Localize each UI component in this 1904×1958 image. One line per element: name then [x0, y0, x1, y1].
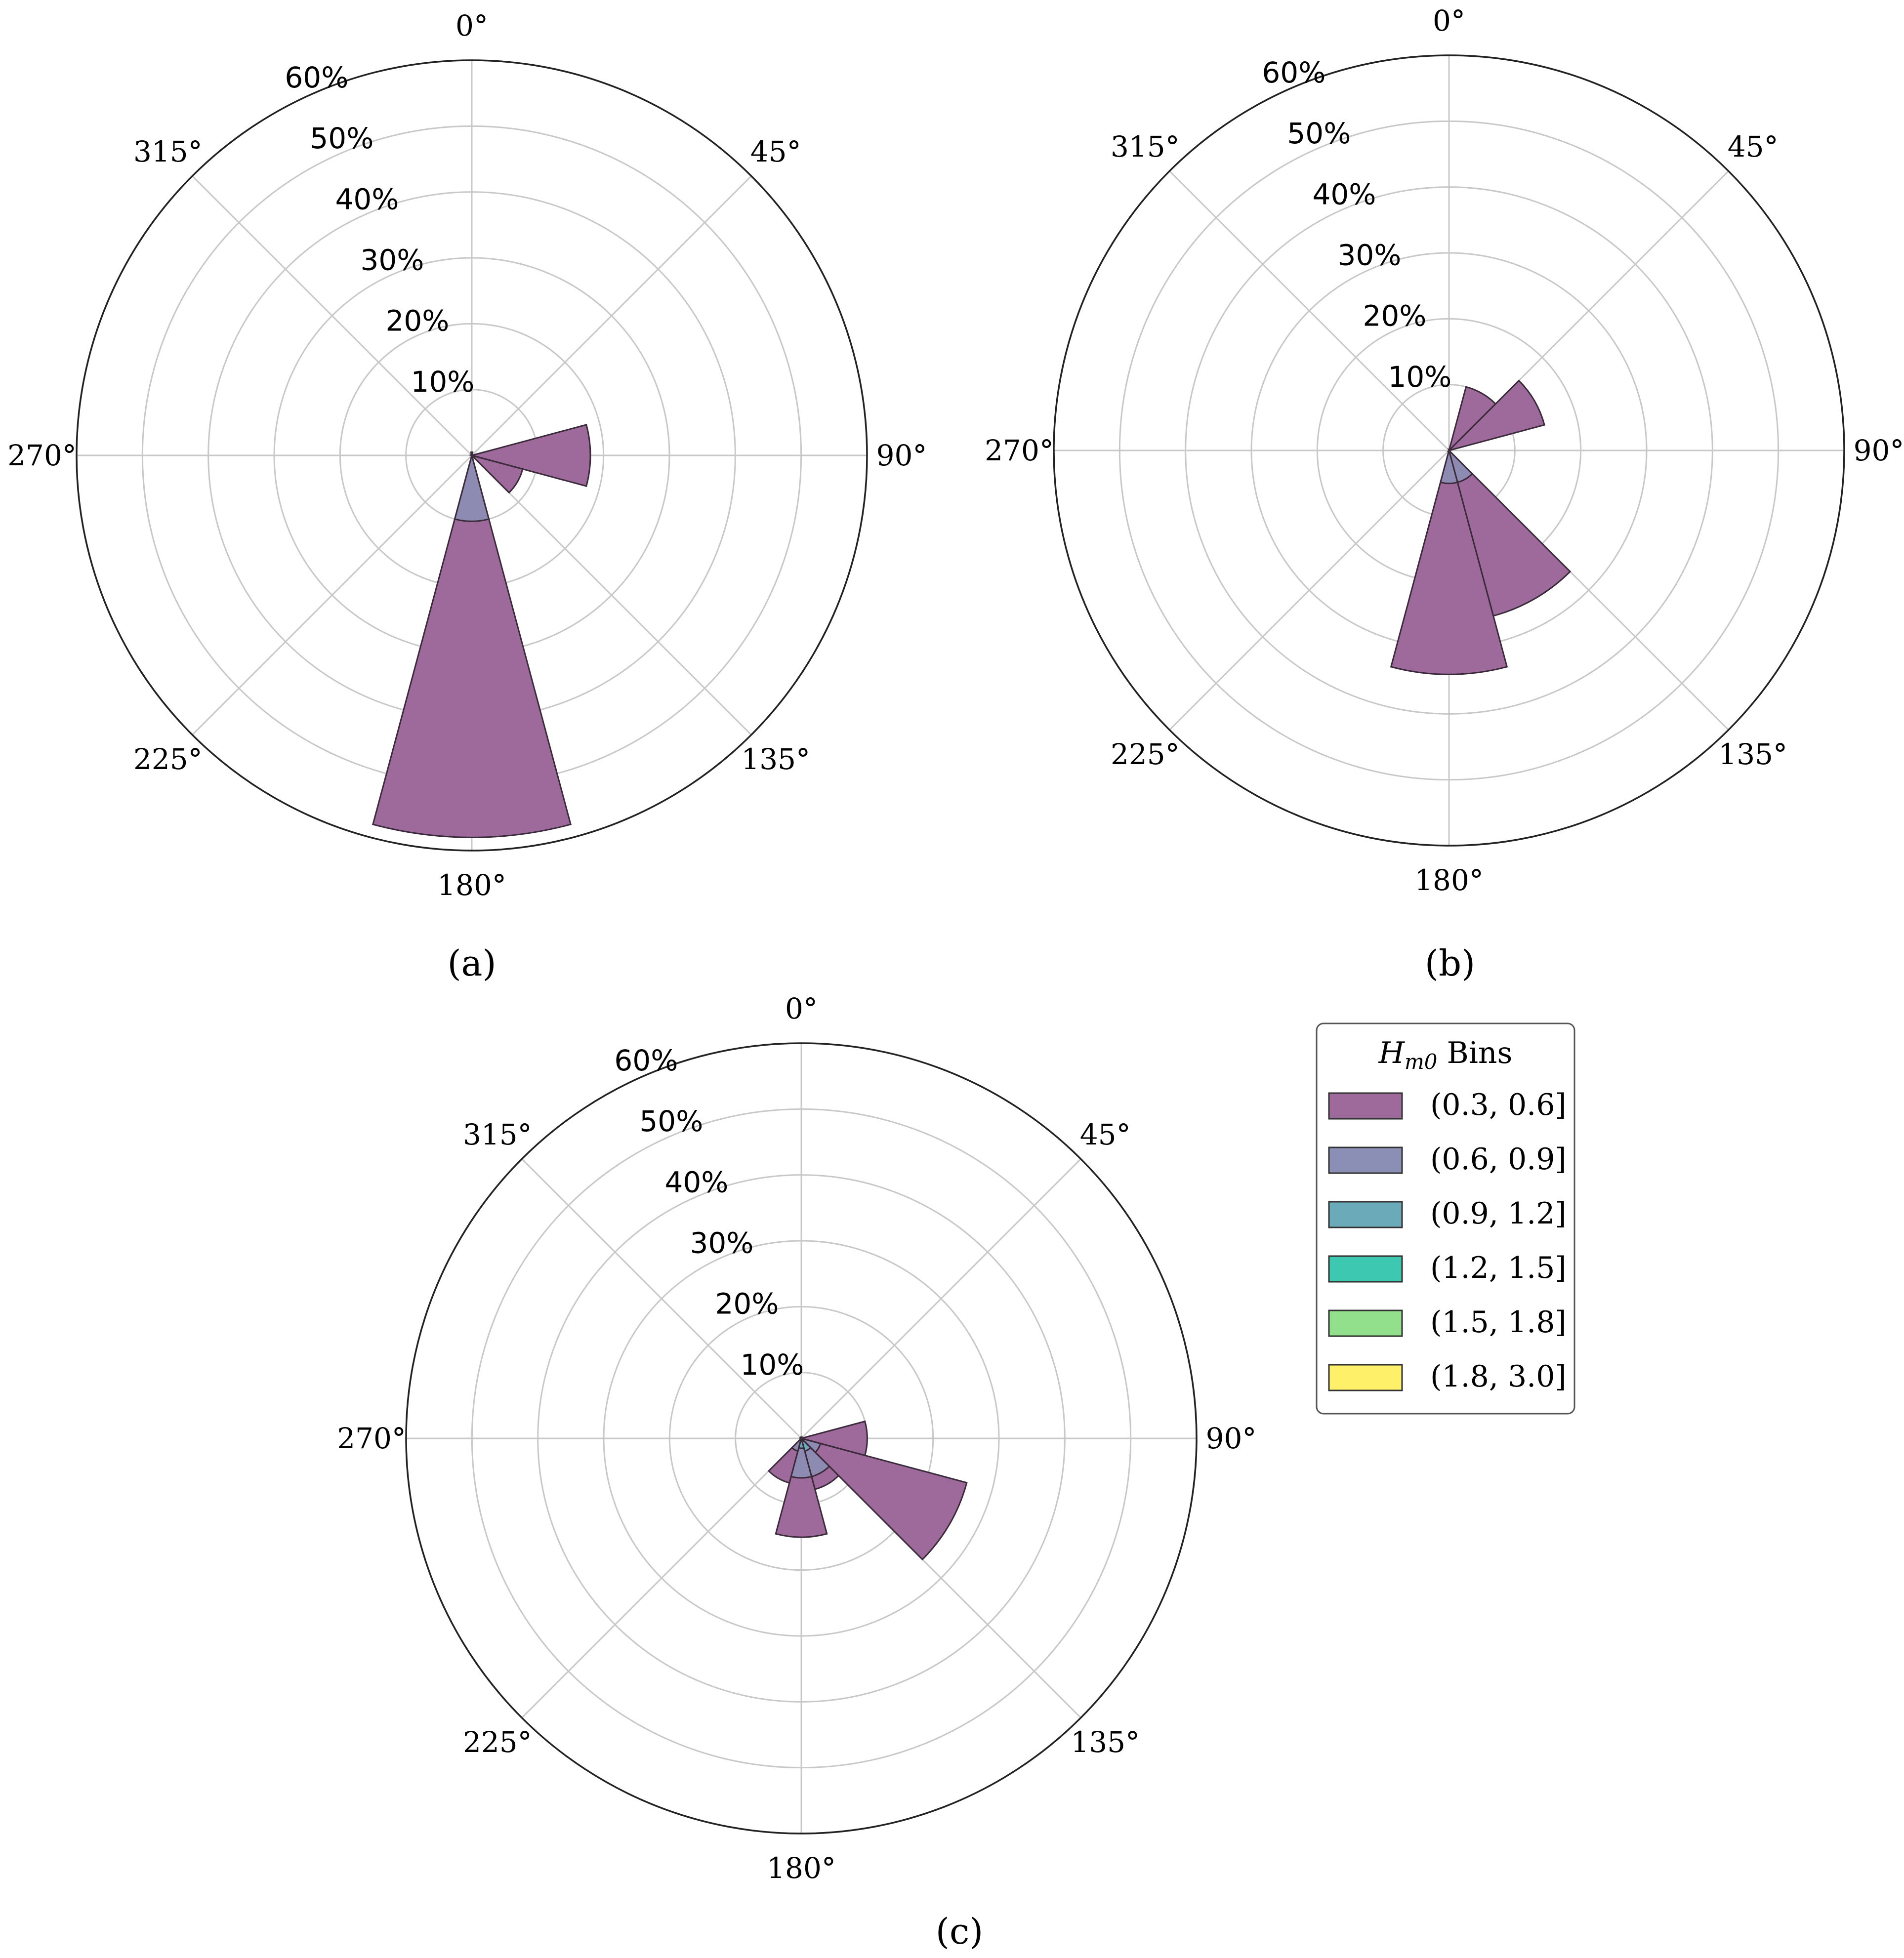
legend-label-2: (0.9, 1.2] — [1430, 1196, 1567, 1231]
r-tick-a-3: 40% — [335, 182, 399, 216]
panel-label-b: (b) — [1425, 942, 1475, 984]
legend-label-1: (0.6, 0.9] — [1430, 1142, 1567, 1177]
legend-swatch-4 — [1328, 1309, 1403, 1337]
legend: Hm0 Bins (0.3, 0.6](0.6, 0.9](0.9, 1.2](… — [1316, 1022, 1575, 1415]
r-tick-b-1: 20% — [1363, 299, 1426, 333]
sector-a-s0-2 — [469, 454, 524, 494]
angle-tick-b-3: 135° — [1718, 737, 1787, 771]
angle-tick-c-7: 315° — [463, 1118, 532, 1151]
panel-label-a: (a) — [447, 942, 496, 984]
angle-tick-a-2: 90° — [876, 439, 927, 472]
r-tick-a-5: 60% — [285, 61, 348, 94]
angle-tick-a-1: 45° — [750, 135, 801, 168]
r-tick-a-2: 30% — [360, 243, 424, 277]
angle-tick-a-4: 180° — [437, 868, 506, 902]
angle-tick-c-1: 45° — [1080, 1118, 1131, 1151]
r-tick-c-2: 30% — [690, 1226, 753, 1260]
grid-spoke-a-7 — [192, 175, 473, 456]
legend-swatch-5 — [1328, 1364, 1403, 1391]
legend-items: (0.3, 0.6] (0.6, 0.9] (0.9, 1.2] (1.2, 1.5]… — [1328, 1088, 1567, 1394]
sector-b-s0-3 — [1390, 448, 1508, 675]
legend-title-rest: Bins — [1438, 1036, 1513, 1070]
legend-swatch-2 — [1328, 1201, 1403, 1228]
angle-tick-a-7: 315° — [133, 135, 203, 168]
angle-tick-a-3: 135° — [741, 742, 810, 776]
polar-panel-c: 0° 45° 90° 135° 180° 225° 270° 315° 10% 20% 30% 40%… — [337, 992, 1256, 1885]
grid-spoke-b-5 — [1169, 449, 1450, 731]
legend-swatch-3 — [1328, 1255, 1403, 1283]
angle-tick-b-2: 90° — [1854, 434, 1904, 467]
grid-spoke-a-3 — [471, 454, 752, 735]
r-tick-b-2: 30% — [1337, 238, 1401, 272]
angle-tick-b-1: 45° — [1728, 130, 1779, 163]
legend-title: Hm0 Bins — [1378, 1036, 1513, 1074]
angle-tick-a-5: 225° — [133, 742, 203, 776]
legend-swatch-0 — [1328, 1092, 1403, 1120]
outer-circle-a — [76, 59, 868, 852]
angle-tick-a-0: 0° — [455, 9, 488, 42]
sector-c-s3-0 — [800, 1435, 805, 1443]
r-tick-c-5: 60% — [614, 1044, 678, 1077]
r-tick-c-4: 50% — [639, 1104, 703, 1138]
r-tick-a-4: 50% — [310, 122, 373, 155]
legend-label-0: (0.3, 0.6] — [1430, 1088, 1567, 1122]
grid-spoke-c-1 — [800, 1158, 1081, 1439]
r-tick-b-0: 10% — [1388, 360, 1452, 394]
r-tick-b-4: 50% — [1287, 117, 1351, 150]
legend-label-4: (1.5, 1.8] — [1430, 1305, 1567, 1340]
outer-circle-c — [405, 1042, 1198, 1835]
r-tick-a-0: 10% — [411, 365, 475, 399]
grid-spoke-c-5 — [521, 1437, 802, 1718]
sector-b-s0-2 — [1448, 448, 1572, 617]
angle-tick-b-0: 0° — [1433, 4, 1465, 38]
legend-title-h: H — [1378, 1036, 1406, 1070]
r-tick-c-1: 20% — [715, 1287, 779, 1321]
sector-c-s0-1 — [798, 1437, 968, 1561]
angle-tick-c-0: 0° — [785, 992, 818, 1025]
grid-spoke-a-5 — [192, 454, 473, 735]
legend-swatch-1 — [1328, 1146, 1403, 1174]
r-tick-b-3: 40% — [1312, 177, 1376, 211]
angle-tick-c-3: 135° — [1071, 1725, 1140, 1759]
legend-title-sub: m0 — [1405, 1050, 1438, 1074]
sector-c-s0-3 — [775, 1435, 828, 1538]
angle-tick-b-7: 315° — [1111, 130, 1180, 163]
sector-a-s0-1 — [469, 424, 591, 487]
sector-b-s0-1 — [1446, 379, 1546, 452]
outer-circle-b — [1053, 54, 1845, 847]
sector-c-s1-2 — [790, 1435, 813, 1479]
legend-label-5: (1.8, 3.0] — [1430, 1359, 1567, 1394]
angle-tick-b-6: 270° — [985, 434, 1054, 467]
angle-tick-b-4: 180° — [1414, 863, 1484, 897]
angle-tick-c-2: 90° — [1206, 1422, 1257, 1455]
sector-b-s1-1 — [1439, 448, 1459, 485]
sector-a-s1-1 — [454, 452, 490, 522]
r-tick-a-1: 20% — [385, 304, 449, 338]
sector-c-s1-3 — [791, 1435, 803, 1452]
r-tick-b-5: 60% — [1262, 56, 1325, 89]
panel-label-c: (c) — [936, 1911, 984, 1952]
grid-spoke-c-7 — [521, 1158, 802, 1439]
legend-label-3: (1.2, 1.5] — [1430, 1251, 1567, 1285]
sector-c-s2-1 — [797, 1435, 805, 1449]
r-tick-c-3: 40% — [664, 1165, 728, 1199]
angle-tick-a-6: 270° — [7, 439, 77, 472]
angle-tick-c-4: 180° — [767, 1851, 836, 1885]
grid-spoke-a-1 — [471, 175, 752, 456]
angle-tick-b-5: 225° — [1111, 737, 1180, 771]
polar-panel-a: 0° 45° 90° 135° 180° 225° 270° 315° 10% 20% 30% 40%… — [7, 9, 927, 902]
angle-tick-c-5: 225° — [463, 1725, 532, 1759]
r-tick-c-0: 10% — [741, 1348, 804, 1382]
angle-tick-c-6: 270° — [337, 1422, 406, 1455]
grid-spoke-b-7 — [1169, 170, 1450, 451]
polar-panel-b: 0° 45° 90° 135° 180° 225° 270° 315° 10% 20% 30% 40%… — [985, 4, 1904, 897]
sector-a-s0-3 — [372, 452, 572, 838]
